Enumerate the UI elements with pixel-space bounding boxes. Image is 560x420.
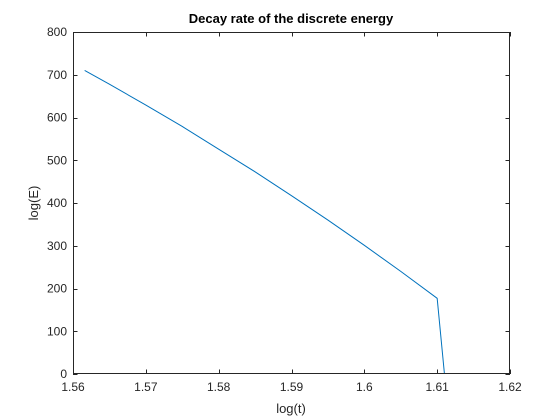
y-tick-label: 100: [47, 324, 67, 338]
axes-background: [73, 32, 510, 374]
y-tick-label: 200: [47, 282, 67, 296]
plot-area: 1.56 1.57 1.58 1.59 1.6 1.61 1.62 0 100 200 300 400…: [47, 25, 522, 394]
y-tick-label: 600: [47, 111, 67, 125]
x-tick-label: 1.6: [356, 380, 373, 394]
series-line-0: [84, 70, 445, 375]
x-tick-label: 1.61: [425, 380, 449, 394]
x-tick-label: 1.58: [207, 380, 231, 394]
y-tick-label: 0: [60, 367, 67, 381]
x-tick-label: 1.57: [134, 380, 158, 394]
y-tick-label: 500: [47, 153, 67, 167]
y-tick-label: 800: [47, 25, 67, 39]
y-tick-label: 700: [47, 68, 67, 82]
y-axis-label: log(E): [26, 186, 41, 221]
x-tick-label: 1.56: [61, 380, 85, 394]
chart-title: Decay rate of the discrete energy: [189, 11, 394, 26]
y-tick-label: 400: [47, 196, 67, 210]
y-tick-label: 300: [47, 239, 67, 253]
x-tick-label: 1.59: [280, 380, 304, 394]
x-axis-label: log(t): [276, 401, 306, 416]
x-tick-label: 1.62: [498, 380, 522, 394]
